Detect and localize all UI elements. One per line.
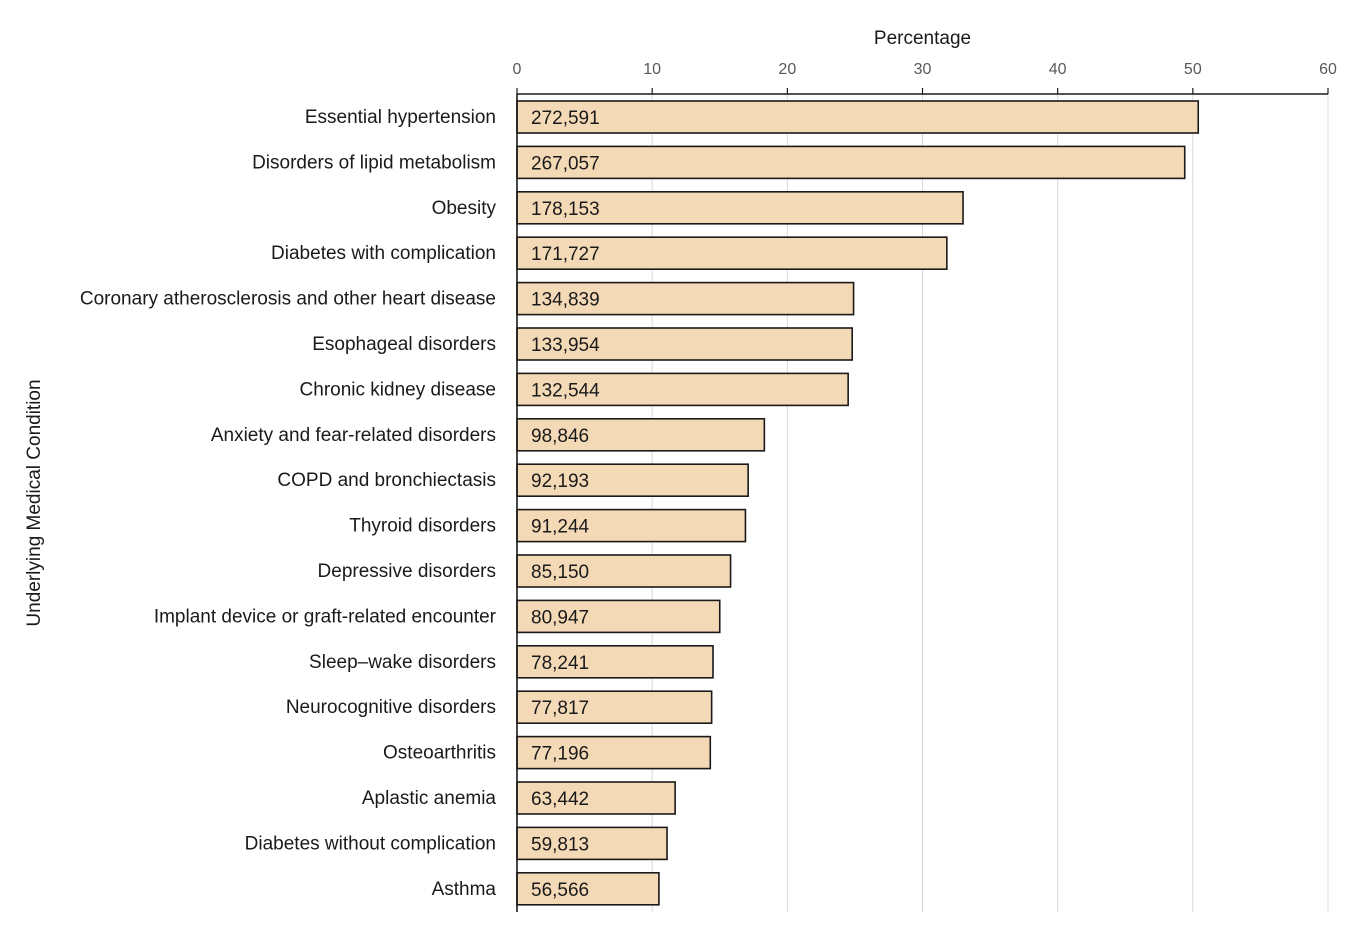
data-label: 91,244 (531, 517, 590, 538)
bar (516, 281, 855, 316)
x-axis-title: Percentage (874, 28, 971, 49)
category-label: Sleep–wake disorders (309, 652, 496, 673)
x-tick-label: 50 (1184, 61, 1202, 78)
bar (516, 871, 660, 906)
category-label: Obesity (432, 198, 497, 219)
x-tick-label: 20 (778, 61, 796, 78)
category-label: Osteoarthritis (383, 743, 496, 764)
bars (516, 100, 1200, 906)
category-label: Chronic kidney disease (300, 379, 496, 400)
bar (516, 781, 676, 815)
data-label: 132,544 (531, 380, 600, 401)
data-label: 178,153 (531, 199, 600, 220)
data-label: 78,241 (531, 653, 589, 674)
data-label: 134,839 (531, 290, 600, 311)
data-label: 59,813 (531, 834, 589, 855)
category-label: COPD and bronchiectasis (277, 470, 496, 491)
bar (516, 372, 849, 407)
x-tick-label: 10 (643, 61, 661, 78)
category-label: Neurocognitive disorders (286, 697, 496, 718)
data-label: 63,442 (531, 789, 589, 810)
category-label: Thyroid disorders (349, 516, 496, 537)
category-label: Anxiety and fear-related disorders (211, 425, 496, 446)
data-label: 98,846 (531, 426, 589, 447)
category-label: Diabetes without complication (245, 833, 496, 854)
bar (516, 554, 732, 588)
data-label: 92,193 (531, 471, 589, 492)
data-label: 171,727 (531, 244, 600, 265)
bar (516, 690, 713, 725)
category-label: Esophageal disorders (312, 334, 496, 355)
axes: 0 10 20 30 40 50 60 (513, 61, 1337, 912)
data-label: 77,196 (531, 744, 589, 765)
bar (516, 327, 854, 361)
gridlines (651, 94, 1329, 912)
x-tick-label: 30 (914, 61, 932, 78)
data-label: 272,591 (531, 108, 600, 129)
data-label: 77,817 (531, 698, 589, 719)
bar (516, 735, 712, 770)
data-label: 80,947 (531, 607, 589, 628)
y-axis-title: Underlying Medical Condition (24, 379, 45, 626)
bar (516, 599, 721, 634)
category-label: Disorders of lipid metabolism (252, 152, 496, 173)
data-label: 267,057 (531, 153, 600, 174)
category-label: Diabetes with complication (271, 243, 496, 264)
bar (516, 508, 747, 543)
bar (516, 191, 964, 225)
category-label: Implant device or graft-related encounte… (154, 606, 497, 627)
x-tick-label: 60 (1319, 61, 1337, 78)
x-tick-label: 40 (1049, 61, 1067, 78)
category-label: Essential hypertension (305, 107, 496, 128)
data-label: 85,150 (531, 562, 589, 583)
category-label: Depressive disorders (318, 561, 496, 582)
category-label: Aplastic anemia (362, 788, 497, 809)
bar (516, 417, 766, 452)
data-label: 133,954 (531, 335, 600, 356)
bar (516, 145, 1186, 180)
bar (516, 644, 714, 679)
labels: 272,591 Essential hypertension 267,057 Diso… (80, 107, 600, 901)
x-tick-label: 0 (513, 61, 522, 78)
data-label: 56,566 (531, 880, 589, 901)
bar (516, 463, 749, 498)
category-label: Coronary atherosclerosis and other heart… (80, 289, 496, 310)
bar (516, 826, 668, 861)
bar (516, 100, 1200, 134)
category-label: Asthma (432, 879, 497, 900)
